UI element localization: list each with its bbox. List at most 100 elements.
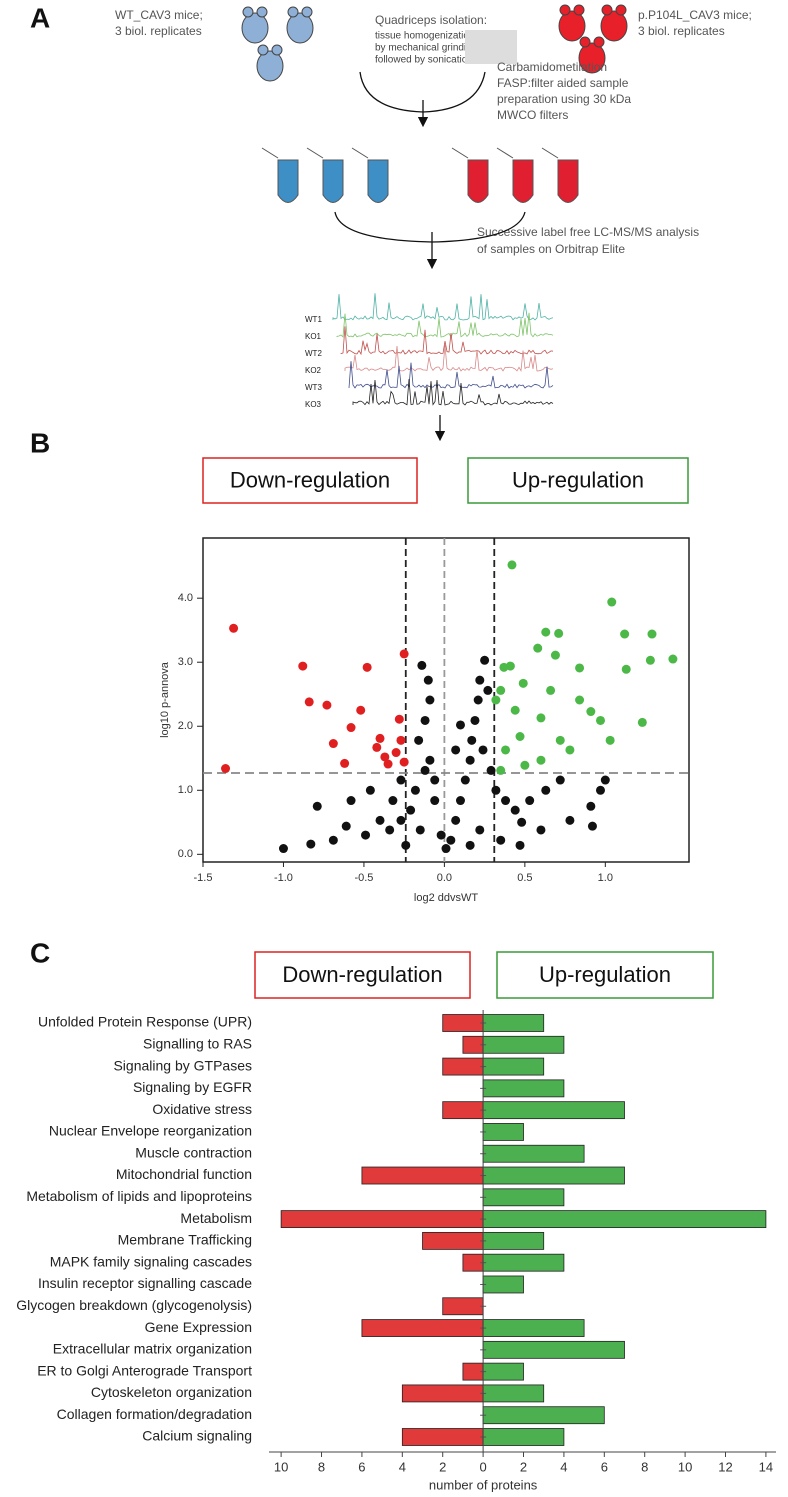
bar xyxy=(482,1166,625,1185)
category-label: Signalling to RAS xyxy=(143,1035,252,1051)
x-axis-label: number of proteins xyxy=(429,1477,538,1492)
point xyxy=(340,758,350,768)
y-tick-label: 0.0 xyxy=(178,848,193,860)
prep-text: Carbamidometilation xyxy=(497,60,607,74)
point xyxy=(396,735,406,745)
region-box xyxy=(496,951,714,999)
point xyxy=(365,785,375,795)
y-axis-label: log10 p-annova xyxy=(159,661,171,738)
point xyxy=(533,643,543,653)
prep-text: FASP:filter aided sample xyxy=(497,76,629,90)
prep-text: MWCO filters xyxy=(497,108,568,122)
point xyxy=(446,835,456,845)
y-tick-label: 3.0 xyxy=(178,656,193,668)
point xyxy=(460,775,470,785)
point xyxy=(298,661,308,671)
point xyxy=(394,714,404,724)
trace-label: WT1 xyxy=(305,315,322,324)
category-label: Gene Expression xyxy=(145,1319,252,1335)
point xyxy=(621,664,631,674)
point xyxy=(536,825,546,835)
point xyxy=(410,785,420,795)
bar xyxy=(482,1384,545,1403)
arrow xyxy=(334,211,526,264)
bar xyxy=(422,1231,484,1250)
category-label: Metabolism of lipids and lipoproteins xyxy=(26,1188,252,1204)
point xyxy=(483,685,493,695)
region-box xyxy=(467,457,689,504)
point xyxy=(455,720,465,730)
category-label: Nuclear Envelope reorganization xyxy=(49,1123,252,1139)
mutant-text: 3 biol. replicates xyxy=(638,24,725,38)
point xyxy=(515,731,525,741)
y-tick-label: 1.0 xyxy=(178,784,193,796)
point xyxy=(221,764,231,774)
point xyxy=(361,830,371,840)
point xyxy=(555,775,565,785)
point xyxy=(430,796,440,806)
category-label: Glycogen breakdown (glycogenolysis) xyxy=(16,1297,252,1313)
bar xyxy=(482,1231,545,1250)
point xyxy=(346,723,356,733)
bar xyxy=(361,1166,484,1185)
panel-label: C xyxy=(30,937,50,968)
point xyxy=(385,825,395,835)
trace xyxy=(336,312,554,338)
point xyxy=(600,775,610,785)
point xyxy=(229,623,239,633)
analysis-text: Successive label free LC-MS/MS analysis xyxy=(477,225,699,239)
point xyxy=(473,695,483,705)
bar xyxy=(482,1428,565,1446)
point xyxy=(455,796,465,806)
point xyxy=(341,821,351,831)
category-label: Oxidative stress xyxy=(152,1101,252,1117)
point xyxy=(510,705,520,715)
wt-text: WT_CAV3 mice; xyxy=(115,8,203,22)
point xyxy=(486,765,496,775)
x-tick-label: 6 xyxy=(358,1459,365,1474)
point xyxy=(417,660,427,670)
region-label: Up-regulation xyxy=(539,962,671,987)
x-tick-label: 10 xyxy=(678,1459,692,1474)
point xyxy=(375,733,385,743)
bar xyxy=(482,1362,524,1381)
point xyxy=(565,815,575,825)
bar xyxy=(482,1123,524,1141)
x-tick-label: 1.0 xyxy=(598,872,613,884)
point xyxy=(322,700,332,710)
point xyxy=(467,735,477,745)
point xyxy=(415,825,425,835)
category-label: Insulin receptor signalling cascade xyxy=(38,1275,252,1291)
bar xyxy=(462,1253,484,1272)
point xyxy=(645,655,655,665)
point xyxy=(575,663,585,673)
point xyxy=(328,835,338,845)
trace xyxy=(352,379,554,406)
point xyxy=(541,627,551,637)
panel-label: B xyxy=(30,427,50,458)
category-label: Collagen formation/degradation xyxy=(57,1406,252,1422)
trace-label: KO3 xyxy=(305,400,322,409)
point xyxy=(356,705,366,715)
spectra: WT1 KO1 WT2 KO2 WT3 KO3 xyxy=(305,293,554,409)
region-box xyxy=(254,951,471,999)
bar xyxy=(482,1406,605,1425)
point xyxy=(517,817,527,827)
point xyxy=(491,695,501,705)
region-box xyxy=(202,457,418,504)
region-label: Up-regulation xyxy=(512,467,644,492)
point xyxy=(278,844,288,854)
x-tick-label: 4 xyxy=(560,1459,567,1474)
category-label: ER to Golgi Anterograde Transport xyxy=(37,1362,252,1378)
bar xyxy=(482,1014,545,1032)
trace-label: KO2 xyxy=(305,366,322,375)
point xyxy=(375,815,385,825)
point xyxy=(362,662,372,672)
point xyxy=(541,785,551,795)
y-tick-label: 2.0 xyxy=(178,720,193,732)
bar xyxy=(401,1384,484,1403)
bar xyxy=(482,1340,625,1359)
point xyxy=(554,628,564,638)
category-label: Muscle contraction xyxy=(135,1144,252,1160)
